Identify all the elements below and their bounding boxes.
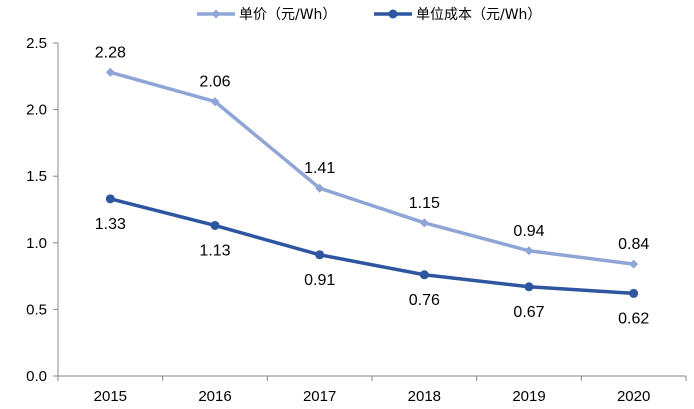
- x-tick-label: 2016: [198, 388, 231, 405]
- data-label: 0.62: [618, 310, 649, 327]
- series-1: 2.28 2.06 1.41 1.15 0.94 0.84: [95, 44, 649, 269]
- legend-marker: [388, 9, 398, 19]
- series-group: 2.28 2.06 1.41 1.15 0.94 0.84 1.33 1.13 0.91 0.76…: [95, 44, 650, 327]
- legend-label: 单价（元/Wh）: [239, 7, 336, 23]
- x-tick-label: 2018: [408, 388, 441, 405]
- data-label: 2.28: [95, 44, 126, 61]
- series-line: [109, 197, 634, 296]
- legend-item-2: 单位成本（元/Wh）: [374, 7, 541, 23]
- legend-item-1: 单价（元/Wh）: [197, 7, 336, 23]
- x-tick-label: 2020: [617, 388, 650, 405]
- y-tick-label: 2.5: [26, 35, 47, 52]
- data-label: 1.41: [304, 160, 335, 177]
- data-point: [210, 220, 220, 230]
- data-point: [315, 250, 325, 260]
- data-label: 0.91: [304, 272, 335, 289]
- series-2: 1.33 1.13 0.91 0.76 0.67 0.62: [95, 194, 649, 327]
- data-label: 1.15: [409, 195, 440, 212]
- data-label: 1.33: [95, 216, 126, 233]
- y-tick-label: 0.0: [26, 368, 47, 385]
- data-point: [105, 194, 115, 204]
- y-tick-label: 1.0: [26, 235, 47, 252]
- data-point: [629, 259, 639, 269]
- legend-marker: [211, 9, 221, 19]
- y-ticks: 0.0 0.5 1.0 1.5 2.0 2.5: [26, 35, 58, 385]
- data-point: [524, 282, 534, 292]
- data-point: [524, 246, 534, 256]
- series-line: [109, 70, 634, 266]
- data-label: 1.13: [199, 242, 230, 259]
- data-label: 0.67: [513, 304, 544, 321]
- legend-label: 单位成本（元/Wh）: [416, 7, 541, 23]
- data-point: [105, 67, 115, 77]
- x-tick-label: 2015: [94, 388, 127, 405]
- data-label: 0.76: [409, 292, 440, 309]
- data-point: [315, 183, 325, 193]
- legend: 单价（元/Wh） 单位成本（元/Wh）: [197, 7, 541, 23]
- data-point: [629, 288, 639, 298]
- data-label: 0.84: [618, 236, 649, 253]
- y-tick-label: 0.5: [26, 301, 47, 318]
- data-point: [210, 97, 220, 107]
- data-point: [419, 270, 429, 280]
- x-tick-label: 2019: [512, 388, 545, 405]
- y-tick-label: 2.0: [26, 102, 47, 119]
- y-tick-label: 1.5: [26, 168, 47, 185]
- data-label: 2.06: [199, 74, 230, 91]
- x-ticks: 2015 2016 2017 2018 2019 2020: [57, 376, 687, 405]
- data-point: [419, 218, 429, 228]
- x-tick-label: 2017: [303, 388, 336, 405]
- data-label: 0.94: [513, 223, 544, 240]
